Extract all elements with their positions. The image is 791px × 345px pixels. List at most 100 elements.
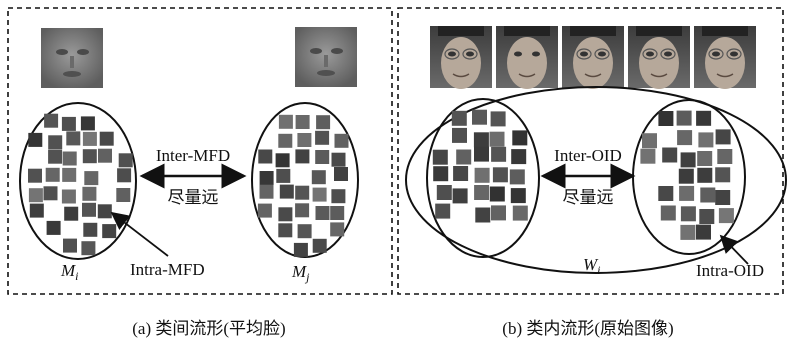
inner-ellipse-left <box>426 98 540 258</box>
inter-mfd-far-label: 尽量远 <box>168 188 219 207</box>
image-patch <box>491 205 506 221</box>
image-patch <box>295 149 310 164</box>
set-label-mj: Mj <box>291 262 310 284</box>
image-patch <box>715 190 731 205</box>
image-patch <box>334 133 349 148</box>
image-patch <box>456 149 472 165</box>
image-patch <box>474 146 489 162</box>
image-patch <box>697 151 713 166</box>
image-patch <box>312 238 327 253</box>
caption-b: (b) 类内流形(原始图像) <box>502 319 673 338</box>
image-patch <box>432 149 448 165</box>
image-patch <box>331 152 346 167</box>
image-patch <box>312 187 327 202</box>
image-patch <box>61 189 76 204</box>
image-patch <box>62 151 77 166</box>
image-patch <box>680 206 696 222</box>
image-patch <box>45 167 60 182</box>
intra-mfd-label: Intra-MFD <box>130 260 205 279</box>
image-patch <box>492 167 508 183</box>
image-patch <box>700 187 716 203</box>
image-patch <box>697 167 713 183</box>
image-patch <box>489 131 505 147</box>
manifold-ellipse-mi <box>19 102 137 260</box>
image-patch <box>640 148 656 164</box>
panel-b-frame <box>397 7 784 295</box>
image-patch <box>80 116 95 131</box>
image-patch <box>295 115 310 129</box>
face-photo <box>628 26 690 89</box>
manifold-ellipse-mj <box>251 102 359 258</box>
image-patch <box>82 131 97 146</box>
image-patch <box>452 188 468 204</box>
image-patch <box>28 132 43 147</box>
image-patch <box>698 132 714 148</box>
image-patch <box>330 206 345 220</box>
image-patch <box>28 188 43 203</box>
set-label-wi: Wi <box>583 255 601 277</box>
patch-cluster-mj <box>257 114 349 257</box>
panel-a-frame <box>7 7 393 295</box>
image-patch <box>311 170 326 185</box>
patch-cluster-mi <box>28 113 133 256</box>
intra-oid-label: Intra-OID <box>696 261 764 280</box>
image-patch <box>316 115 331 130</box>
image-patch <box>82 149 97 164</box>
image-patch <box>102 224 117 239</box>
image-patch <box>510 188 526 204</box>
image-patch <box>490 111 506 127</box>
image-patch <box>699 209 715 224</box>
image-patch <box>278 207 293 222</box>
image-patch <box>677 130 693 146</box>
patch-cluster-b-left <box>432 109 528 223</box>
inter-oid-far-label: 尽量远 <box>563 188 614 207</box>
face-photo <box>694 26 756 89</box>
image-patch <box>48 149 63 164</box>
image-patch <box>295 203 310 218</box>
image-patch <box>315 130 330 145</box>
face-photo <box>496 26 558 89</box>
image-patch <box>97 204 112 219</box>
image-patch <box>452 127 467 143</box>
mean-face-left <box>41 28 103 88</box>
image-patch <box>297 224 312 239</box>
image-patch <box>257 203 272 218</box>
image-patch <box>43 186 58 201</box>
image-patch <box>278 114 293 129</box>
image-patch <box>474 167 490 183</box>
image-patch <box>676 110 692 126</box>
image-patch <box>435 203 451 219</box>
image-patch <box>660 205 676 221</box>
image-patch <box>44 113 59 128</box>
image-patch <box>658 111 674 126</box>
image-patch <box>275 153 290 168</box>
face-photo <box>562 26 624 89</box>
image-patch <box>680 224 696 240</box>
image-patch <box>680 152 696 168</box>
image-patch <box>66 131 81 146</box>
image-patch <box>679 185 695 201</box>
image-patch <box>82 186 97 201</box>
image-patch <box>475 207 491 223</box>
image-patch <box>474 185 490 200</box>
image-patch <box>330 222 345 237</box>
image-patch <box>315 150 330 164</box>
image-patch <box>696 224 711 240</box>
image-patch <box>278 223 293 238</box>
image-patch <box>63 238 77 253</box>
image-patch <box>295 185 310 200</box>
image-patch <box>511 149 527 165</box>
image-patch <box>98 148 112 163</box>
image-patch <box>678 168 694 184</box>
image-patch <box>717 149 733 164</box>
image-patch <box>297 133 312 147</box>
image-patch <box>331 189 346 204</box>
image-patch <box>82 202 96 217</box>
image-patch <box>276 168 291 183</box>
image-patch <box>259 184 274 199</box>
image-patch <box>46 220 61 235</box>
image-patch <box>259 171 274 185</box>
inter-oid-label: Inter-OID <box>554 146 622 165</box>
image-patch <box>64 206 79 221</box>
